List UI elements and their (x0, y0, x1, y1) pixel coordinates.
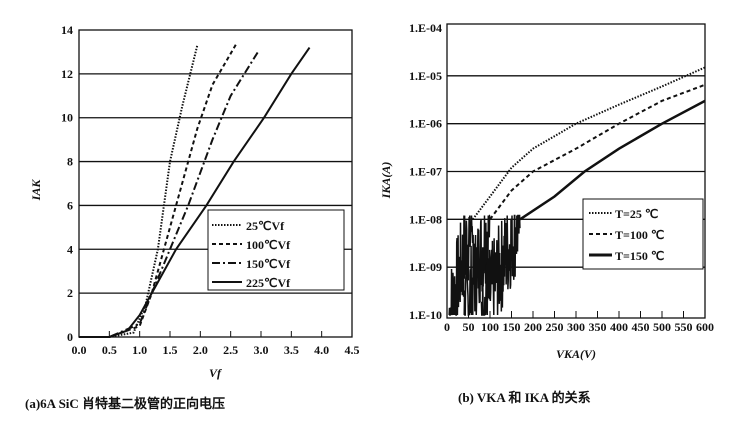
plot-frame (446, 23, 706, 319)
x-tick-label: 3.0 (254, 343, 269, 357)
series-line-1 (489, 83, 706, 220)
legend-label: 25℃Vf (246, 219, 285, 233)
x-tick-label: 0 (444, 320, 450, 334)
legend-label: 150℃Vf (246, 257, 291, 271)
y-tick-label: 6 (67, 198, 73, 212)
y-tick-label: 1.E-08 (409, 212, 442, 226)
x-axis-label: Vf (209, 366, 222, 380)
x-tick-label: 600 (696, 320, 714, 334)
y-tick-label: 12 (61, 67, 73, 81)
y-tick-label: 2 (67, 286, 73, 300)
series-line-2 (519, 99, 706, 221)
legend-label: T=100 ℃ (615, 228, 664, 242)
y-tick-label: 1.E-09 (409, 260, 442, 274)
y-tick-label: 4 (67, 242, 73, 256)
y-tick-label: 1.E-10 (409, 308, 442, 322)
caption: (b) VKA 和 IKA 的关系 (458, 390, 591, 405)
y-tick-label: 0 (67, 330, 73, 344)
y-axis-label: IKA(A) (379, 162, 393, 200)
series-line-0 (472, 66, 706, 220)
y-tick-label: 1.E-07 (409, 165, 442, 179)
noise-trace-2 (480, 214, 521, 316)
plot-frame (78, 29, 353, 338)
series-line-2 (79, 51, 259, 338)
x-tick-label: 4.0 (314, 343, 329, 357)
x-tick-label: 50 (463, 320, 475, 334)
x-tick-label: 2.5 (223, 343, 238, 357)
legend-label: 225℃Vf (246, 276, 291, 290)
legend-label: 100℃Vf (246, 238, 291, 252)
series-line-3 (79, 46, 311, 338)
x-tick-label: 550 (675, 320, 693, 334)
x-tick-label: 250 (546, 320, 564, 334)
x-tick-label: 350 (589, 320, 607, 334)
x-tick-label: 300 (567, 320, 585, 334)
x-tick-label: 200 (524, 320, 542, 334)
x-tick-label: 450 (632, 320, 650, 334)
x-tick-label: 2.0 (193, 343, 208, 357)
x-tick-label: 150 (503, 320, 521, 334)
y-tick-label: 10 (61, 111, 73, 125)
x-tick-label: 4.5 (345, 343, 360, 357)
legend-label: T=150 ℃ (615, 249, 664, 263)
y-tick-label: 1.E-04 (409, 21, 442, 35)
noise-trace-1 (463, 214, 491, 316)
series-line-1 (79, 42, 238, 338)
x-tick-label: 0.5 (102, 343, 117, 357)
x-tick-label: 1.5 (163, 343, 178, 357)
y-tick-label: 14 (61, 23, 73, 37)
y-tick-label: 8 (67, 155, 73, 169)
noise-trace-0 (448, 215, 474, 316)
x-tick-label: 100 (481, 320, 499, 334)
x-tick-label: 3.5 (284, 343, 299, 357)
y-tick-label: 1.E-06 (409, 117, 442, 131)
legend (207, 209, 345, 291)
legend-label: T=25 ℃ (615, 207, 658, 221)
y-tick-label: 1.E-05 (409, 69, 442, 83)
x-tick-label: 500 (653, 320, 671, 334)
x-tick-label: 400 (610, 320, 628, 334)
caption: (a)6A SiC 肖特基二极管的正向电压 (25, 396, 225, 411)
x-tick-label: 0.0 (72, 343, 87, 357)
x-axis-label: VKA(V) (556, 347, 596, 361)
x-tick-label: 1.0 (132, 343, 147, 357)
y-axis-label: IAK (29, 179, 43, 202)
